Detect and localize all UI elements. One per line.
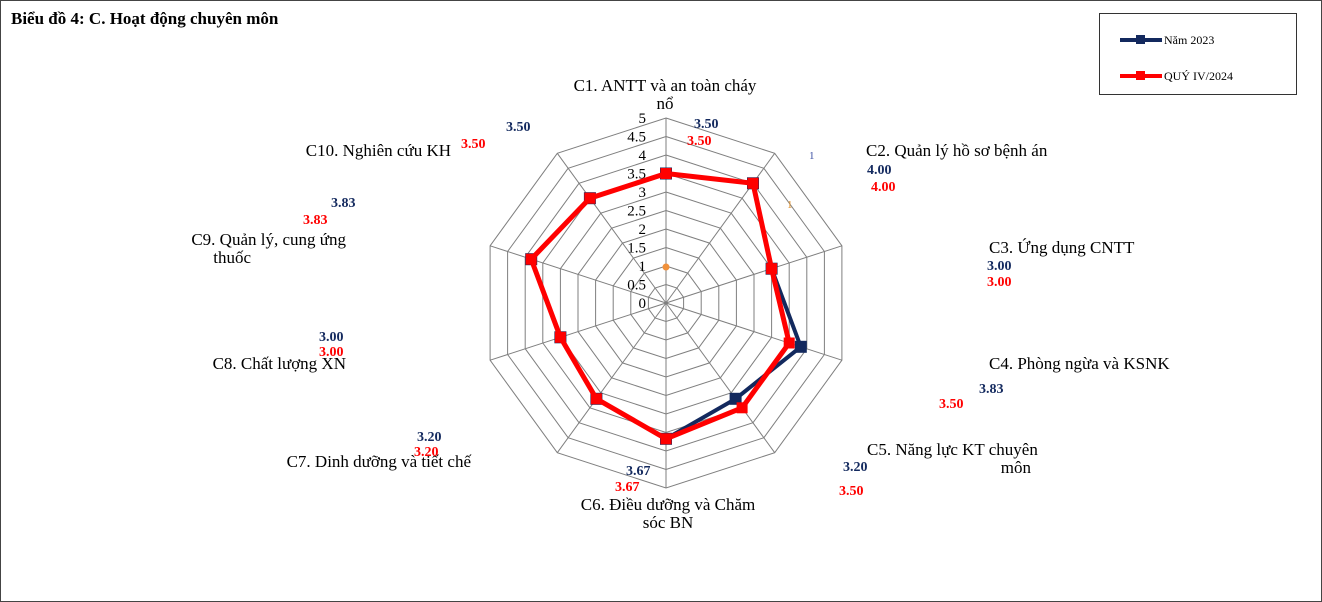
series-point-2 [525, 253, 537, 265]
category-label: C5. Năng lực KT chuyên [867, 440, 1038, 459]
series-line-2 [528, 170, 792, 442]
grid-spoke [665, 302, 843, 361]
series-point-1 [794, 340, 807, 353]
data-label-series-2: 3.50 [461, 137, 486, 152]
category-label: C7. Dinh dưỡng và tiết chế [287, 452, 472, 471]
annotation-label: 1 [809, 150, 815, 162]
data-label-series-2: 3.00 [987, 275, 1012, 290]
series-point-2 [736, 402, 748, 414]
grid-spoke [665, 245, 843, 304]
data-label-series-2: 3.20 [414, 445, 439, 460]
data-label-series-2: 3.83 [303, 213, 328, 228]
category-label: C3. Ứng dụng CNTT [989, 238, 1135, 257]
data-label-series-1: 3.83 [979, 382, 1004, 397]
data-label-series-1: 3.67 [626, 464, 651, 479]
tick-label: 2.5 [627, 204, 646, 220]
data-label-series-1: 3.83 [331, 196, 356, 211]
category-label: C6. Điều dưỡng và Chăm [581, 495, 756, 514]
grid-spoke [556, 302, 667, 453]
category-label: C8. Chất lượng XN [213, 354, 346, 373]
data-label-series-2: 3.50 [939, 397, 964, 412]
tick-label: 0 [639, 296, 647, 312]
data-label-series-2: 4.00 [871, 180, 896, 195]
series-point-2 [660, 433, 672, 445]
legend-label-series-2: QUÝ IV/2024 [1164, 68, 1233, 83]
data-label-series-1: 3.50 [506, 120, 531, 135]
series-point-2 [766, 263, 778, 275]
series-point-1 [729, 392, 742, 405]
tick-label: 0.5 [627, 278, 646, 294]
series-point-2 [590, 393, 602, 405]
data-label-series-2: 3.50 [839, 484, 864, 499]
data-label-series-2: 3.00 [319, 345, 344, 360]
category-label: C1. ANTT và an toàn cháy [574, 76, 757, 95]
category-label: thuốc [213, 248, 251, 267]
tick-label: 3 [639, 185, 647, 201]
chart-legend: Năm 2023 QUÝ IV/2024 [1099, 13, 1297, 95]
tick-label: 4.5 [627, 130, 646, 146]
category-label: nổ [657, 94, 674, 113]
series-point-2 [554, 331, 566, 343]
category-label: C2. Quản lý hồ sơ bệnh án [866, 141, 1048, 160]
data-label-series-1: 3.00 [987, 259, 1012, 274]
data-label-series-2: 3.67 [615, 480, 640, 495]
data-label-series-2: 3.50 [687, 134, 712, 149]
grid-spoke [489, 302, 667, 361]
series-point-2 [747, 177, 759, 189]
grid-spoke [665, 302, 776, 453]
legend-item-series-2: QUÝ IV/2024 [1120, 68, 1233, 83]
annotation-dot [662, 263, 670, 271]
category-label: môn [1001, 458, 1032, 477]
data-label-series-1: 3.00 [319, 330, 344, 345]
tick-label: 4 [639, 148, 647, 164]
category-label: C9. Quản lý, cung ứng [191, 230, 346, 249]
series-point-2 [660, 168, 672, 179]
tick-label: 1.5 [627, 241, 646, 257]
grid-spoke [556, 153, 667, 304]
data-label-series-1: 3.20 [843, 460, 868, 475]
annotation-label: 1 [787, 199, 793, 211]
tick-label: 5 [639, 111, 647, 127]
chart-title: Biểu đồ 4: C. Hoạt động chuyên môn [11, 9, 279, 28]
category-label: sóc BN [643, 513, 694, 532]
grid-spoke [489, 245, 667, 304]
legend-swatch-series-1 [1120, 35, 1162, 45]
legend-item-series-1: Năm 2023 [1120, 32, 1215, 47]
tick-label: 2 [639, 222, 647, 238]
tick-label: 1 [639, 259, 647, 275]
data-label-series-1: 3.20 [417, 430, 442, 445]
series-point-2 [783, 337, 795, 349]
series-point-2 [584, 192, 596, 204]
category-label: C10. Nghiên cứu KH [306, 141, 451, 160]
legend-label-series-1: Năm 2023 [1164, 32, 1215, 47]
data-label-series-1: 3.50 [694, 117, 719, 132]
legend-swatch-series-2 [1120, 71, 1162, 81]
tick-label: 3.5 [627, 167, 646, 183]
category-label: C4. Phòng ngừa và KSNK [989, 354, 1170, 373]
data-label-series-1: 4.00 [867, 163, 892, 178]
